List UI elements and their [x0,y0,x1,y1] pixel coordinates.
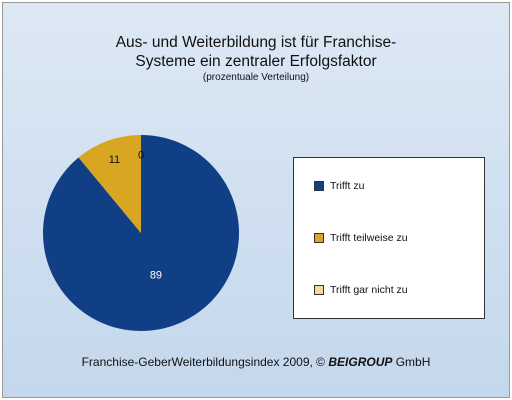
chart-title-line-2: Systeme ein zentraler Erfolgsfaktor [135,53,377,70]
footer-text: Franchise-GeberWeiterbildungsindex 2009,… [81,355,329,369]
legend-label-trifft-gar-nicht-zu: Trifft gar nicht zu [330,284,408,296]
data-label-trifft-teilweise-zu: 11 [109,154,120,166]
chart-title: Aus- und Weiterbildung ist für Franchise… [3,33,509,71]
pie-slice-trifft-teilweise-zu [78,135,141,233]
source-footer: Franchise-GeberWeiterbildungsindex 2009,… [3,355,509,369]
chart-subtitle: (prozentuale Verteilung) [202,72,310,83]
chart-title-line-1: Aus- und Weiterbildung ist für Franchise… [115,34,397,51]
data-label-trifft-zu: 89 [150,269,162,281]
legend-label-trifft-teilweise-zu: Trifft teilweise zu [330,232,408,244]
legend: Trifft zu Trifft teilweise zu Trifft gar… [293,157,485,319]
legend-label-trifft-zu: Trifft zu [330,180,365,192]
footer-brand-bold: BEI [328,355,349,369]
legend-item-trifft-gar-nicht-zu: Trifft gar nicht zu [314,284,408,296]
legend-swatch-trifft-gar-nicht-zu [314,285,324,295]
pie-chart: 89 11 0 [42,135,240,331]
legend-swatch-trifft-zu [314,181,324,191]
footer-brand-rest: GROUP [348,355,393,369]
legend-item-trifft-teilweise-zu: Trifft teilweise zu [314,232,408,244]
legend-swatch-trifft-teilweise-zu [314,233,324,243]
data-label-trifft-gar-nicht-zu: 0 [138,150,144,162]
footer-suffix: GmbH [392,355,431,369]
legend-item-trifft-zu: Trifft zu [314,180,364,192]
